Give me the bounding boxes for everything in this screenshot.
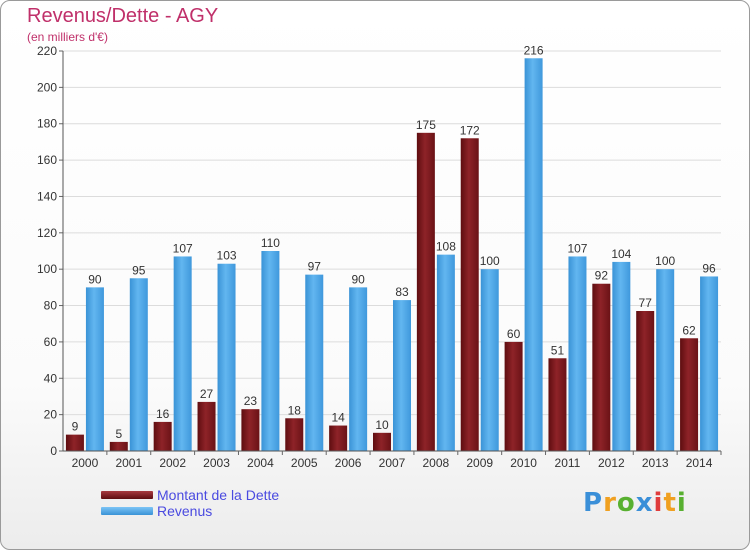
bar-debt	[241, 409, 260, 451]
x-tick-label: 2007	[379, 456, 406, 470]
data-label-revenue: 90	[351, 272, 365, 286]
data-label-revenue: 100	[480, 254, 500, 268]
data-label-debt: 10	[375, 418, 389, 432]
data-label-revenue: 108	[436, 240, 456, 254]
bar-debt	[504, 341, 523, 451]
bar-debt	[65, 434, 84, 451]
data-label-revenue: 90	[88, 272, 102, 286]
data-label-debt: 18	[288, 403, 302, 417]
data-label-revenue: 103	[217, 249, 237, 263]
y-tick-label: 120	[37, 226, 57, 240]
data-label-revenue: 95	[132, 263, 146, 277]
data-label-revenue: 104	[611, 247, 631, 261]
bar-debt	[329, 425, 348, 451]
y-tick-label: 0	[50, 444, 57, 458]
x-tick-label: 2006	[335, 456, 362, 470]
y-tick-label: 80	[44, 299, 58, 313]
data-label-revenue: 107	[567, 241, 587, 255]
data-label-revenue: 107	[173, 241, 193, 255]
data-label-debt: 16	[156, 407, 170, 421]
y-tick-label: 140	[37, 189, 57, 203]
bar-debt	[592, 283, 611, 451]
legend-label-revenue: Revenus	[157, 503, 213, 519]
bar-debt	[636, 311, 655, 451]
bar-debt	[373, 432, 391, 451]
data-label-debt: 9	[72, 420, 79, 434]
data-label-revenue: 83	[395, 285, 409, 299]
bar-revenue	[656, 269, 675, 451]
bar-debt	[153, 421, 172, 451]
bar-debt	[416, 132, 435, 451]
x-tick-label: 2001	[115, 456, 142, 470]
x-tick-label: 2002	[159, 456, 186, 470]
x-tick-label: 2005	[291, 456, 318, 470]
bar-revenue	[85, 287, 104, 451]
bar-revenue	[612, 261, 631, 451]
data-label-revenue: 216	[524, 43, 544, 57]
data-label-debt: 14	[331, 411, 345, 425]
x-tick-label: 2008	[423, 456, 450, 470]
y-tick-label: 40	[44, 371, 58, 385]
data-label-debt: 62	[682, 323, 696, 337]
x-tick-label: 2014	[686, 456, 713, 470]
data-label-revenue: 100	[655, 254, 675, 268]
bar-revenue	[129, 278, 148, 451]
legend: Montant de la Dette Revenus	[101, 487, 279, 519]
chart-title: Revenus/Dette - AGY	[27, 5, 219, 27]
bar-debt	[680, 338, 699, 451]
data-label-debt: 27	[200, 387, 214, 401]
x-tick-label: 2004	[247, 456, 274, 470]
bar-revenue	[436, 254, 455, 451]
bar-debt	[285, 418, 304, 451]
bar-revenue	[349, 287, 368, 451]
data-label-revenue: 97	[308, 260, 322, 274]
proxiti-logo: Proxiti	[583, 488, 687, 518]
x-tick-label: 2003	[203, 456, 230, 470]
data-label-revenue: 110	[261, 236, 280, 250]
data-label-debt: 77	[639, 296, 653, 310]
x-tick-label: 2000	[72, 456, 99, 470]
data-label-debt: 175	[416, 118, 436, 132]
x-tick-label: 2011	[555, 456, 581, 470]
bar-debt	[197, 401, 216, 451]
bar-revenue	[393, 300, 411, 451]
bar-debt	[109, 441, 128, 451]
legend-swatch-debt	[101, 491, 153, 499]
data-label-debt: 60	[507, 327, 521, 341]
bar-revenue	[261, 251, 280, 451]
bar-debt	[460, 138, 479, 452]
legend-item-debt: Montant de la Dette	[101, 487, 279, 503]
y-tick-label: 160	[37, 153, 57, 167]
bar-revenue	[480, 269, 499, 451]
y-tick-label: 60	[44, 335, 58, 349]
x-tick-label: 2012	[598, 456, 625, 470]
data-label-debt: 172	[460, 123, 480, 137]
data-label-debt: 51	[551, 343, 565, 357]
x-tick-label: 2009	[466, 456, 493, 470]
bar-revenue	[173, 256, 192, 451]
bar-revenue	[700, 276, 719, 451]
data-label-revenue: 96	[702, 261, 716, 275]
data-label-debt: 92	[595, 269, 609, 283]
x-tick-label: 2010	[510, 456, 537, 470]
y-tick-label: 180	[37, 117, 57, 131]
bar-debt	[548, 358, 567, 451]
legend-swatch-revenue	[101, 507, 153, 515]
data-label-debt: 23	[244, 394, 258, 408]
chart-subtitle: (en milliers d'€)	[27, 30, 108, 44]
bar-revenue	[217, 263, 236, 451]
y-tick-label: 220	[37, 44, 57, 58]
y-tick-label: 200	[37, 80, 57, 94]
bar-revenue	[524, 58, 543, 451]
bar-revenue	[305, 274, 324, 451]
legend-item-revenue: Revenus	[101, 503, 279, 519]
data-label-debt: 5	[115, 427, 122, 441]
x-tick-label: 2013	[642, 456, 669, 470]
legend-label-debt: Montant de la Dette	[157, 487, 280, 503]
y-tick-label: 20	[44, 408, 58, 422]
bar-revenue	[568, 256, 587, 451]
y-tick-label: 100	[37, 262, 57, 276]
